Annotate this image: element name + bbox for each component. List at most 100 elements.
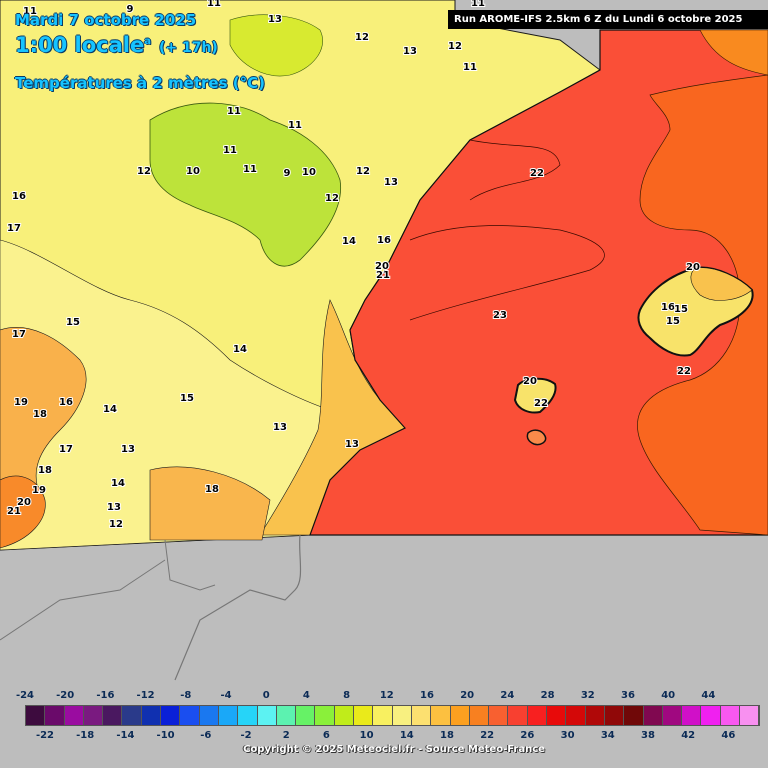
legend-tick-label: -14 bbox=[116, 730, 135, 741]
legend-swatch bbox=[103, 706, 123, 725]
legend-tick-label: 46 bbox=[721, 730, 736, 741]
sea-hot-zone bbox=[637, 74, 768, 536]
legend-swatch bbox=[83, 706, 104, 725]
legend-swatch bbox=[682, 706, 702, 725]
legend-tick-label: 28 bbox=[540, 690, 555, 701]
sea-contour bbox=[409, 225, 605, 321]
temperature-label: 20 bbox=[17, 497, 31, 508]
temperature-label: 10 bbox=[302, 167, 316, 178]
island-formentera bbox=[526, 429, 547, 446]
legend-swatch bbox=[489, 706, 509, 725]
legend-swatch bbox=[315, 706, 335, 725]
temperature-label: 21 bbox=[376, 270, 390, 281]
temperature-label: 14 bbox=[111, 478, 125, 489]
legend-tick-label: 42 bbox=[681, 730, 696, 741]
temperature-label: 11 bbox=[471, 0, 485, 9]
legend-swatch bbox=[218, 706, 239, 725]
legend-swatch bbox=[431, 706, 451, 725]
temperature-label: 16 bbox=[59, 397, 73, 408]
temperature-label: 16 bbox=[661, 302, 675, 313]
temperature-label: 15 bbox=[674, 304, 688, 315]
temperature-label: 13 bbox=[107, 502, 121, 513]
legend-tick-label: 2 bbox=[282, 730, 290, 741]
legend-swatch bbox=[450, 706, 470, 725]
forecast-date: Mardi 7 octobre 2025 bbox=[15, 11, 197, 29]
legend-swatch bbox=[469, 706, 490, 725]
temperature-label: 18 bbox=[205, 484, 219, 495]
legend-tick-label: 22 bbox=[480, 730, 495, 741]
temperature-label: 16 bbox=[377, 235, 391, 246]
temperature-label: 11 bbox=[23, 6, 37, 17]
legend-swatch bbox=[26, 706, 46, 725]
legend-swatch bbox=[122, 706, 142, 725]
temperature-label: 10 bbox=[186, 166, 200, 177]
forecast-time: 1:00 localea (+ 17h) bbox=[15, 33, 218, 57]
temperature-label: 15 bbox=[66, 317, 80, 328]
south-warm bbox=[149, 466, 271, 541]
temperature-label: 15 bbox=[180, 393, 194, 404]
legend-swatch bbox=[334, 706, 355, 725]
legend-tick-label: 18 bbox=[440, 730, 454, 741]
temperature-label: 12 bbox=[355, 32, 369, 43]
temperature-label: 20 bbox=[686, 262, 700, 273]
temperature-label: 22 bbox=[677, 366, 691, 377]
temperature-label: 20 bbox=[523, 376, 537, 387]
temperature-label: 12 bbox=[137, 166, 151, 177]
legend-tick-label: -2 bbox=[240, 730, 252, 741]
temperature-label: 9 bbox=[284, 168, 291, 179]
temperature-label: 13 bbox=[403, 46, 417, 57]
temperature-label: 12 bbox=[356, 166, 370, 177]
legend-swatch bbox=[547, 706, 567, 725]
legend-tick-label: -16 bbox=[96, 690, 115, 701]
island-ibiza bbox=[513, 377, 557, 414]
legend-tick-label: 34 bbox=[600, 730, 615, 741]
legend-colorbar bbox=[25, 705, 761, 726]
legend-tick-label: 4 bbox=[302, 690, 310, 701]
legend-tick-label: -6 bbox=[200, 730, 212, 741]
legend-tick-label: 32 bbox=[580, 690, 595, 701]
legend-tick-label: 30 bbox=[560, 730, 575, 741]
temperature-label: 11 bbox=[463, 62, 477, 73]
temperature-label: 11 bbox=[288, 120, 302, 131]
coastal-plain bbox=[0, 239, 361, 551]
legend-swatch bbox=[296, 706, 316, 725]
temperature-label: 13 bbox=[345, 439, 359, 450]
legend-swatch bbox=[141, 706, 162, 725]
island-mallorca-warm bbox=[690, 267, 753, 301]
border-line bbox=[164, 539, 216, 591]
legend-tick-label: 40 bbox=[661, 690, 676, 701]
legend-swatch bbox=[739, 706, 760, 725]
temperature-label: 19 bbox=[32, 485, 46, 496]
temperature-label: 14 bbox=[233, 344, 247, 355]
legend-tick-label: 12 bbox=[379, 690, 394, 701]
legend-tick-label: -24 bbox=[15, 690, 35, 701]
temperature-label: 17 bbox=[12, 329, 26, 340]
legend-swatch bbox=[373, 706, 393, 725]
temperature-label: 13 bbox=[384, 177, 398, 188]
temperature-label: 22 bbox=[530, 168, 544, 179]
temperature-label: 22 bbox=[534, 398, 548, 409]
cold-zone-green bbox=[149, 102, 342, 267]
legend-swatch bbox=[585, 706, 605, 725]
temperature-label: 18 bbox=[38, 465, 52, 476]
temperature-label: 17 bbox=[59, 444, 73, 455]
forecast-lead: (+ 17h) bbox=[158, 40, 218, 56]
southwest-hot bbox=[0, 475, 46, 549]
legend-swatch bbox=[720, 706, 740, 725]
legend-tick-label: 44 bbox=[701, 690, 716, 701]
run-banner: Run AROME-IFS 2.5km 6 Z du Lundi 6 octob… bbox=[448, 10, 768, 29]
legend-tick-label: -18 bbox=[76, 730, 95, 741]
legend-swatch bbox=[566, 706, 586, 725]
legend-swatch bbox=[276, 706, 297, 725]
temperature-label: 12 bbox=[325, 193, 339, 204]
legend-tick-label: 14 bbox=[399, 730, 414, 741]
legend-tick-label: 0 bbox=[262, 690, 270, 701]
temperature-label: 20 bbox=[375, 261, 389, 272]
legend-swatch bbox=[701, 706, 721, 725]
temperature-label: 12 bbox=[448, 41, 462, 52]
legend-swatch bbox=[508, 706, 528, 725]
legend-tick-label: 24 bbox=[500, 690, 515, 701]
legend-swatch bbox=[411, 706, 432, 725]
